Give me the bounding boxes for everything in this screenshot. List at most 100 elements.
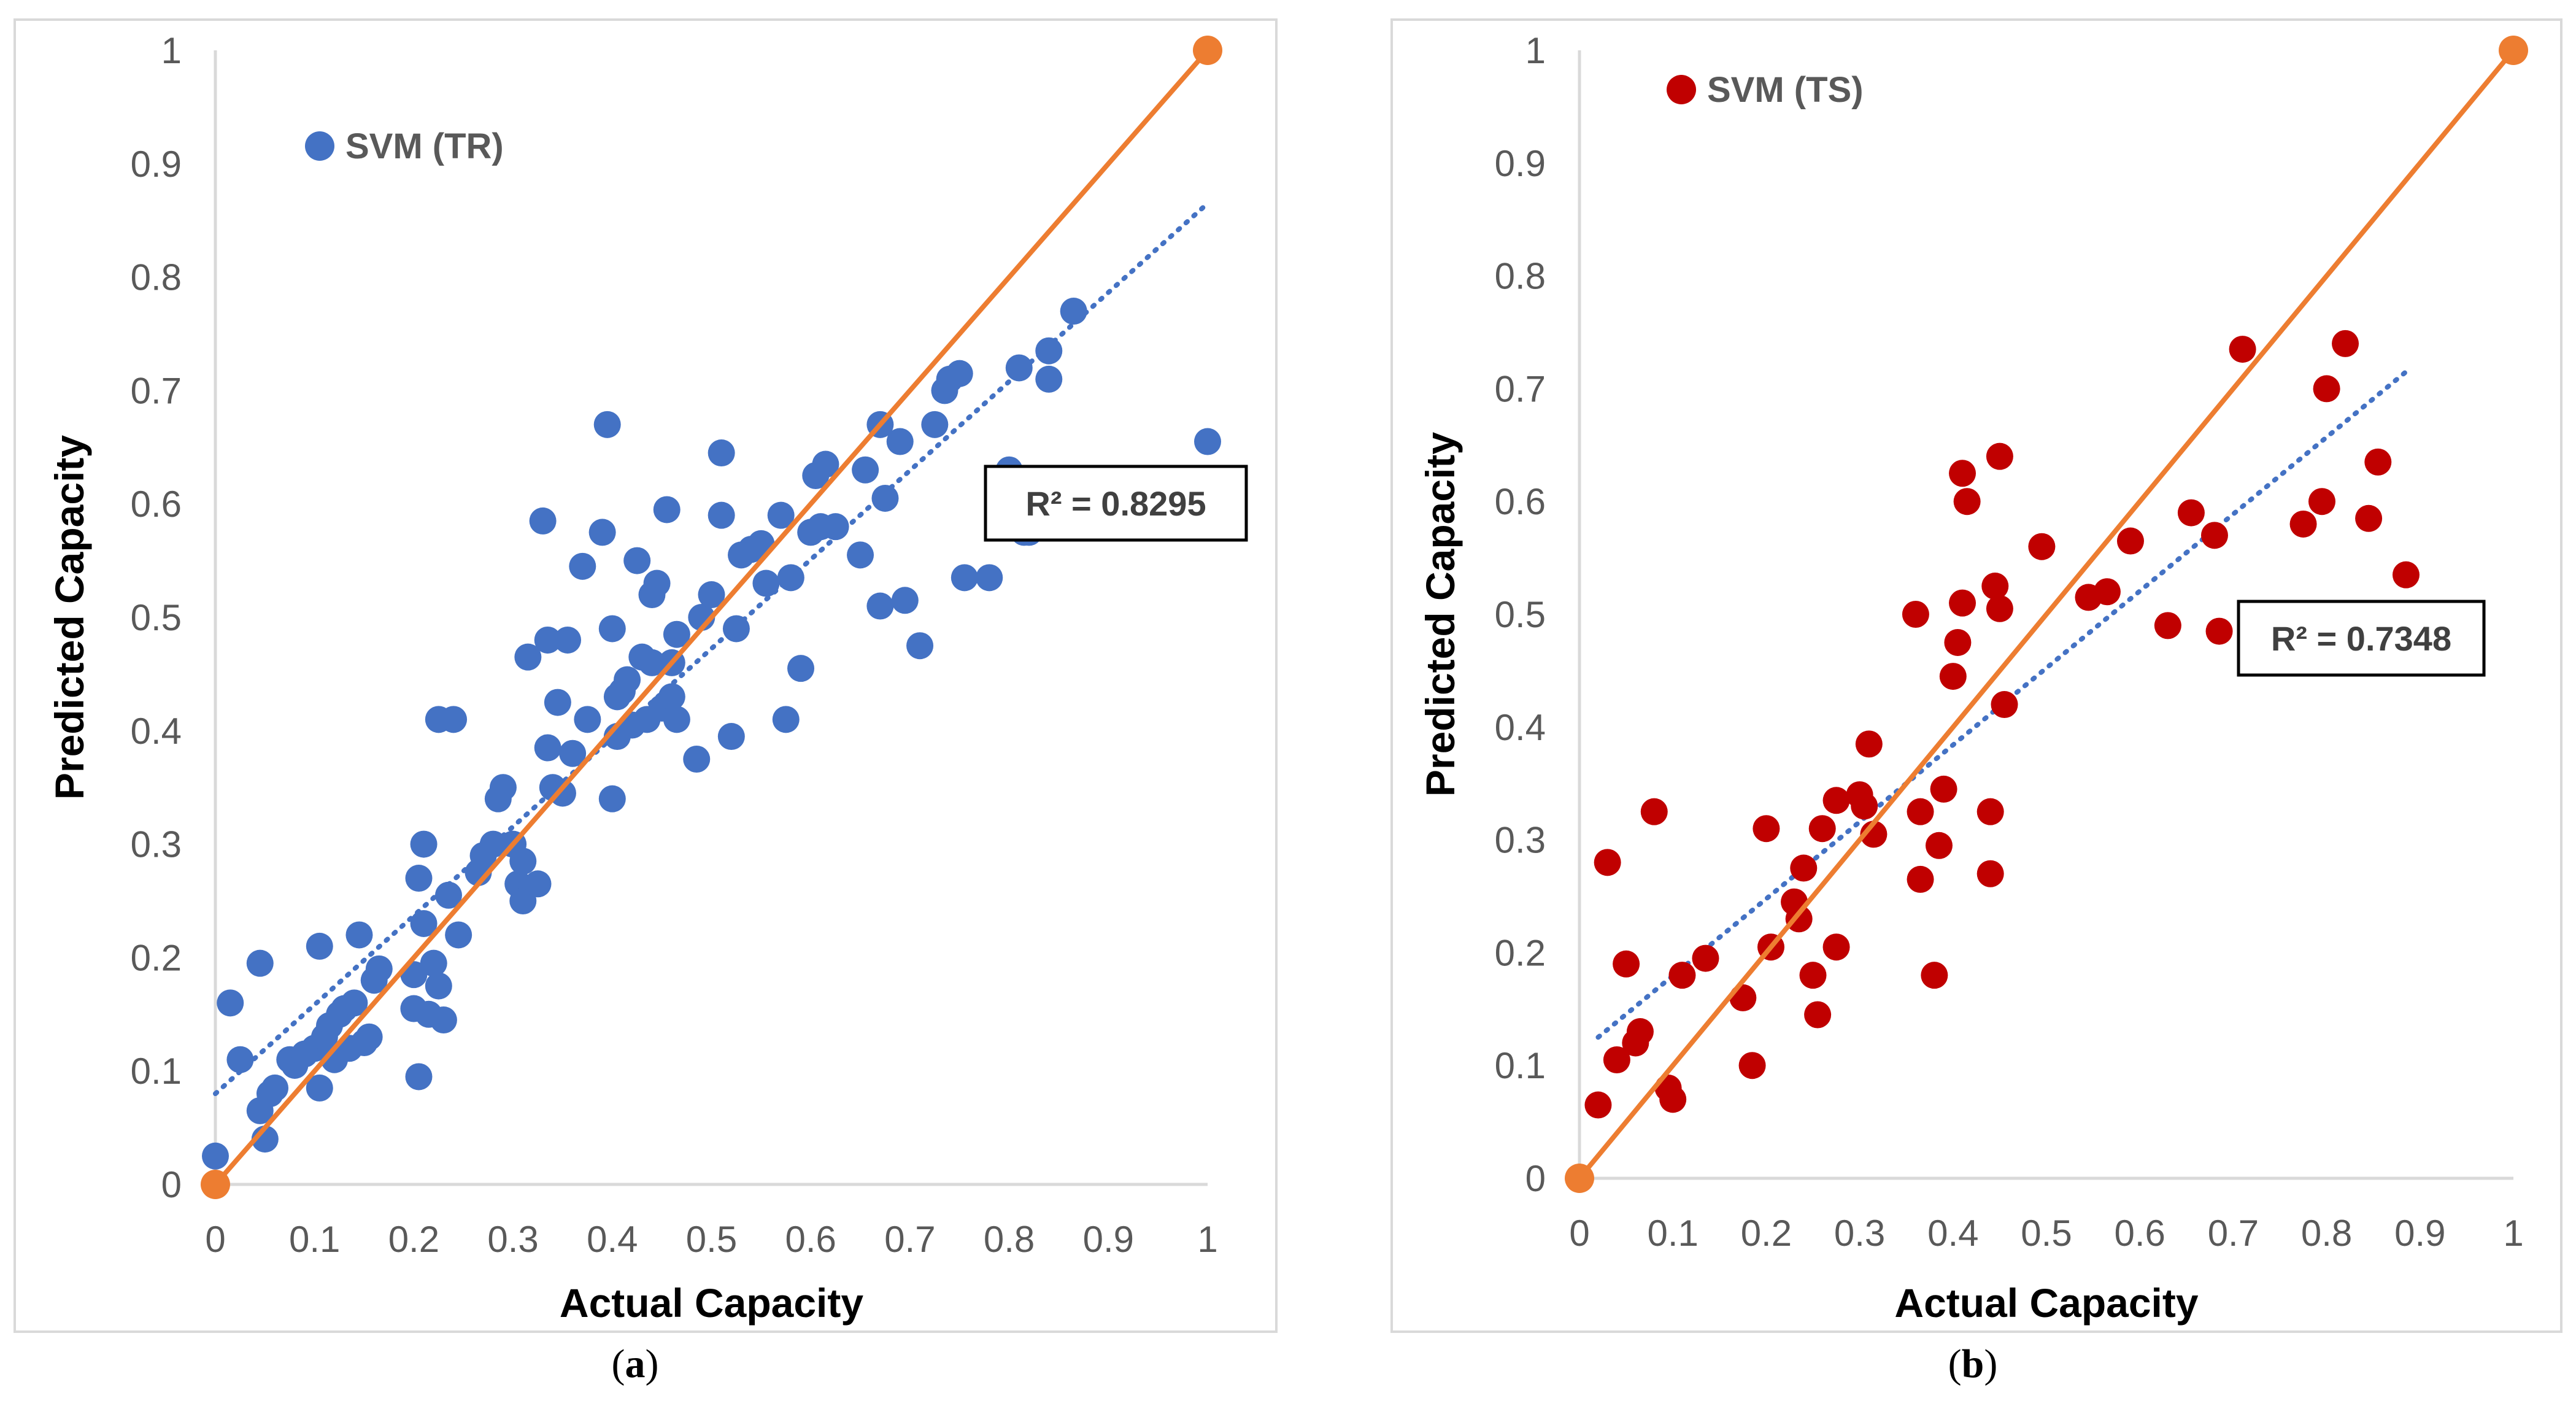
y-tick-label: 1 xyxy=(161,30,182,71)
ideal-line-start-point xyxy=(1565,1164,1594,1193)
data-point xyxy=(1925,832,1953,859)
data-point xyxy=(1060,298,1087,325)
x-axis-title: Actual Capacity xyxy=(1894,1280,2198,1326)
data-point xyxy=(574,706,601,733)
data-point xyxy=(1668,962,1696,989)
data-point xyxy=(217,989,244,1017)
y-tick-label: 0.3 xyxy=(1495,820,1546,861)
data-point xyxy=(489,774,517,801)
data-point xyxy=(261,1074,289,1102)
data-point xyxy=(2116,527,2144,555)
x-tick-label: 0.6 xyxy=(785,1219,836,1260)
x-tick-label: 0.4 xyxy=(1927,1213,1978,1254)
y-tick-label: 0.6 xyxy=(1495,481,1546,522)
data-point xyxy=(1822,787,1850,814)
data-point xyxy=(1944,628,1972,656)
data-point xyxy=(708,439,735,467)
chart-panel-b: 0 0.1 0.2 0.3 0.4 0.5 0.6 0.7 0.8 0.9 1 0 0.1 0.2 0.3 0… xyxy=(1390,18,2563,1333)
data-point xyxy=(1804,1001,1832,1029)
x-tick-label: 0.5 xyxy=(686,1219,737,1260)
y-tick-label: 0.6 xyxy=(131,484,182,525)
scatter-plot-svm-tr: 0 0.1 0.2 0.3 0.4 0.5 0.6 0.7 0.8 0.9 1 0 0.1 0.2 0.3 0… xyxy=(47,30,1248,1326)
y-axis-title: Predicted Capacity xyxy=(1417,432,1463,797)
linear-trendline xyxy=(213,201,1210,1097)
y-tick-label: 0.2 xyxy=(1495,932,1546,973)
data-point xyxy=(1194,428,1221,455)
x-tick-label: 1 xyxy=(1197,1219,1217,1260)
data-point xyxy=(1808,815,1836,843)
y-tick-label: 0.9 xyxy=(1495,143,1546,184)
data-point xyxy=(2355,504,2383,532)
data-point xyxy=(598,615,626,643)
ideal-line-end-point xyxy=(2499,36,2528,65)
data-point xyxy=(852,456,879,484)
data-points xyxy=(1584,330,2420,1119)
x-tick-label: 0.2 xyxy=(388,1219,439,1260)
chart-panel-a: 0 0.1 0.2 0.3 0.4 0.5 0.6 0.7 0.8 0.9 1 0 0.1 0.2 0.3 0… xyxy=(13,18,1278,1333)
data-point xyxy=(812,450,839,478)
data-point xyxy=(976,564,1003,592)
ideal-line xyxy=(1577,48,2516,1180)
x-tick-label: 0 xyxy=(1569,1213,1589,1254)
data-point xyxy=(772,706,800,733)
data-point xyxy=(1584,1091,1612,1119)
r2-label: R² = 0.8295 xyxy=(1025,484,1206,523)
x-tick-label: 0.3 xyxy=(1834,1213,1885,1254)
data-point xyxy=(410,909,438,937)
x-tick-label: 0 xyxy=(205,1219,225,1260)
data-point xyxy=(434,881,462,909)
data-point xyxy=(698,581,725,609)
y-tick-label: 0 xyxy=(161,1164,182,1205)
data-point xyxy=(341,989,368,1017)
r2-box xyxy=(984,465,1248,542)
data-point xyxy=(717,723,745,751)
data-point xyxy=(2177,499,2205,527)
data-point xyxy=(306,932,333,960)
data-point xyxy=(866,592,894,620)
data-point xyxy=(752,570,780,597)
data-point xyxy=(2308,488,2335,515)
y-tick-label: 0.8 xyxy=(1495,256,1546,297)
data-point xyxy=(430,1006,457,1034)
data-point xyxy=(425,972,452,1000)
data-point xyxy=(598,785,626,813)
data-point xyxy=(2229,336,2256,363)
data-point xyxy=(2332,330,2359,357)
data-point xyxy=(777,564,804,592)
data-point xyxy=(708,501,735,529)
data-point xyxy=(405,865,433,892)
data-point xyxy=(638,649,666,676)
y-tick-label: 0.7 xyxy=(131,370,182,411)
data-point xyxy=(554,626,582,654)
data-point xyxy=(1799,962,1827,989)
legend-label: SVM (TS) xyxy=(1707,70,1864,110)
ideal-line-end-point xyxy=(1193,36,1222,65)
data-point xyxy=(1790,854,1818,882)
data-point xyxy=(1991,691,2018,719)
data-point xyxy=(405,1063,433,1091)
data-point xyxy=(1953,488,1981,515)
y-tick-label: 0.3 xyxy=(131,824,182,865)
data-point xyxy=(246,949,274,977)
data-point xyxy=(2313,375,2340,403)
data-point xyxy=(1976,798,2004,825)
data-point xyxy=(2093,578,2121,606)
caption-a: (a) xyxy=(611,1342,659,1386)
x-tick-label: 0.3 xyxy=(487,1219,538,1260)
data-point xyxy=(529,507,557,535)
data-point xyxy=(1851,792,1878,820)
data-point xyxy=(1692,944,1719,972)
data-point xyxy=(683,746,711,773)
data-point xyxy=(921,411,949,438)
data-point xyxy=(767,501,795,529)
x-tick-label: 0.7 xyxy=(884,1219,935,1260)
data-point xyxy=(951,564,978,592)
data-point xyxy=(1930,775,1957,803)
data-point xyxy=(2200,522,2228,549)
x-axis-title: Actual Capacity xyxy=(560,1280,863,1326)
r2-label: R² = 0.7348 xyxy=(2271,619,2451,658)
data-point xyxy=(2364,448,2392,476)
data-point xyxy=(1822,933,1850,961)
data-point xyxy=(534,734,561,762)
legend-marker xyxy=(305,131,334,161)
